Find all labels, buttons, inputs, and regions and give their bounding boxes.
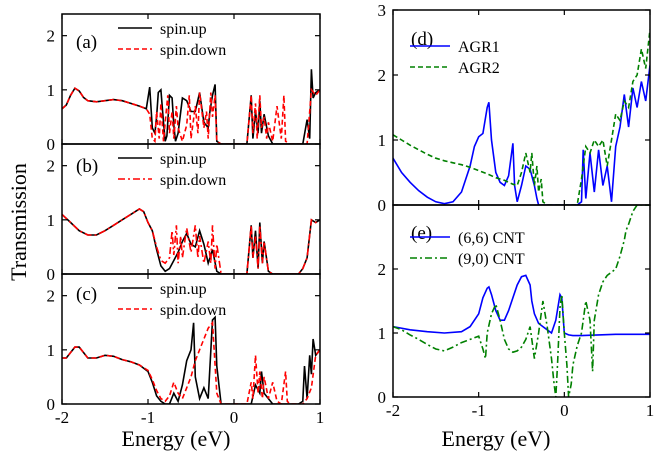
x-tick-label: 1 bbox=[646, 401, 655, 420]
x-tick-label: -1 bbox=[141, 408, 155, 427]
x-tick-label: -2 bbox=[386, 401, 400, 420]
y-tick-label: 2 bbox=[47, 287, 56, 306]
legend-label-2: spin.down bbox=[160, 302, 226, 319]
chart-panel-4: 0 1 2 -2 -1 0 1 (e) (6,6) CNT (9,0) CNT bbox=[378, 204, 655, 420]
chart-panel-2: 0 1 2 -2 -1 0 1 (c) spin.up spin.down bbox=[47, 273, 325, 427]
y-tick-label: 0 bbox=[47, 265, 56, 284]
right-x-axis-label: Energy (eV) bbox=[442, 426, 551, 451]
y-tick-label: 0 bbox=[378, 388, 387, 407]
panel-label: (b) bbox=[76, 156, 98, 177]
chart-panel-1: 0 1 2 (b) spin.up spin.down bbox=[47, 143, 321, 284]
series-line-2 bbox=[393, 29, 650, 205]
y-tick-label: 0 bbox=[47, 395, 56, 414]
left-x-axis-label: Energy (eV) bbox=[122, 426, 231, 451]
series-line-1 bbox=[393, 274, 650, 337]
y-tick-label: 2 bbox=[47, 157, 56, 176]
series-line-1 bbox=[62, 208, 320, 274]
panel-label: (a) bbox=[76, 32, 97, 53]
chart-panel-3: 0 1 2 3 (d) AGR1 AGR2 bbox=[378, 1, 651, 215]
series-line-2 bbox=[62, 87, 320, 144]
y-tick-label: 1 bbox=[47, 81, 56, 100]
chart-panel-0: 0 1 2 (a) spin.up spin.down bbox=[47, 13, 321, 154]
y-tick-label: 1 bbox=[378, 324, 387, 343]
panel-label: (e) bbox=[411, 223, 432, 244]
series-line-2 bbox=[62, 208, 320, 274]
y-tick-label: 1 bbox=[378, 131, 387, 150]
x-tick-label: 0 bbox=[560, 401, 569, 420]
legend-label-2: spin.down bbox=[160, 42, 226, 59]
y-tick-label: 1 bbox=[47, 211, 56, 230]
legend-label-1: (6,6) CNT bbox=[458, 230, 525, 247]
x-tick-label: 0 bbox=[230, 408, 239, 427]
y-tick-label: 2 bbox=[47, 27, 56, 46]
x-tick-label: 1 bbox=[316, 408, 325, 427]
legend-label-1: spin.up bbox=[160, 21, 207, 38]
left-y-axis-label: Transmission bbox=[6, 163, 31, 281]
series-line-1 bbox=[62, 315, 320, 404]
series-line-2 bbox=[393, 205, 650, 397]
panels: 0 1 2 (a) spin.up spin.down 0 1 2 (b) spin.up spin.… bbox=[47, 1, 655, 427]
x-tick-label: -2 bbox=[55, 408, 69, 427]
y-tick-label: 3 bbox=[378, 1, 387, 20]
y-tick-label: 0 bbox=[47, 135, 56, 154]
y-tick-label: 2 bbox=[378, 66, 387, 85]
series-line-1 bbox=[393, 65, 650, 205]
panel-label: (c) bbox=[76, 284, 97, 305]
legend-label-1: spin.up bbox=[160, 281, 207, 298]
legend-label-2: (9,0) CNT bbox=[458, 251, 525, 268]
panel-label: (d) bbox=[411, 29, 433, 50]
y-tick-label: 1 bbox=[47, 341, 56, 360]
y-tick-label: 0 bbox=[378, 196, 387, 215]
legend-label-2: AGR2 bbox=[458, 60, 500, 77]
y-tick-label: 2 bbox=[378, 260, 387, 279]
x-tick-label: -1 bbox=[472, 401, 486, 420]
plot-frame bbox=[392, 204, 651, 398]
series-line-2 bbox=[62, 320, 320, 404]
plot-frame bbox=[61, 273, 321, 405]
legend-label-1: spin.up bbox=[160, 151, 207, 168]
legend-label-2: spin.down bbox=[160, 172, 226, 189]
legend-label-1: AGR1 bbox=[458, 39, 500, 56]
